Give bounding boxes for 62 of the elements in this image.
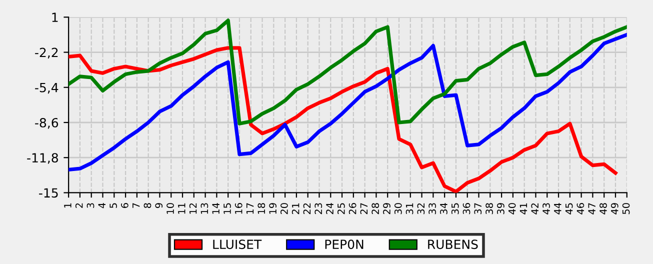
x-tick-label: 20 xyxy=(280,203,288,214)
x-tick-label: 18 xyxy=(258,203,266,214)
x-tick-label: 13 xyxy=(200,203,208,214)
x-tick-label: 33 xyxy=(428,203,436,214)
y-tick-label: -15 xyxy=(39,188,58,198)
x-tick-label: 15 xyxy=(224,203,231,214)
x-tick-label: 37 xyxy=(474,203,482,214)
x-tick-label: 26 xyxy=(348,203,356,214)
x-tick-label: 38 xyxy=(486,203,493,214)
x-tick-label: 43 xyxy=(542,203,550,214)
x-tick-label: 6 xyxy=(121,203,128,208)
y-tick-label: -11,8 xyxy=(27,153,58,164)
x-tick-label: 24 xyxy=(326,202,334,214)
x-tick-label: 7 xyxy=(132,203,140,208)
x-tick-label: 46 xyxy=(576,203,584,214)
x-tick-label: 50 xyxy=(622,203,630,214)
y-tick-label: -8,6 xyxy=(35,118,58,129)
x-tick-label: 3 xyxy=(86,203,94,208)
x-tick-label: 48 xyxy=(600,203,607,214)
x-tick-label: 45 xyxy=(566,203,573,214)
line-series xyxy=(68,18,627,126)
x-tick-label: 34 xyxy=(440,202,448,214)
x-tick-label: 1 xyxy=(64,203,72,208)
x-tick-label: 27 xyxy=(360,203,368,214)
x-tick-label: 40 xyxy=(508,203,516,214)
x-tick-label: 9 xyxy=(155,203,163,208)
x-tick-label: 14 xyxy=(212,202,220,214)
legend-label: PEP0N xyxy=(325,240,364,250)
x-tick-label: 42 xyxy=(531,203,538,214)
x-tick-label: 47 xyxy=(588,203,596,214)
x-tick-label: 22 xyxy=(303,203,311,214)
legend-label: LLUISET xyxy=(213,240,262,250)
x-tick-label: 41 xyxy=(520,203,528,214)
x-tick-label: 35 xyxy=(451,203,459,214)
x-tick-label: 31 xyxy=(406,203,414,214)
x-tick-label: 44 xyxy=(554,202,562,214)
x-tick-label: 25 xyxy=(337,203,345,214)
x-tick-label: 5 xyxy=(110,203,117,208)
x-tick-label: 36 xyxy=(462,203,470,214)
x-tick-label: 10 xyxy=(166,203,174,214)
x-tick-label: 17 xyxy=(246,203,254,214)
x-tick-label: 23 xyxy=(314,203,322,214)
line-series xyxy=(68,46,618,193)
legend-label: RUBENS xyxy=(428,240,478,250)
x-tick-label: 16 xyxy=(234,203,242,214)
x-tick-label: 32 xyxy=(417,203,425,214)
x-tick-label: 11 xyxy=(178,203,186,214)
y-tick-label: -2,2 xyxy=(35,48,58,58)
y-tick-label: 1 xyxy=(52,12,58,22)
x-tick-label: 39 xyxy=(497,203,504,214)
x-tick-label: 8 xyxy=(144,203,152,208)
x-tick-label: 19 xyxy=(269,203,276,214)
y-tick-label: -5,4 xyxy=(35,83,58,94)
x-tick-label: 12 xyxy=(189,203,197,214)
x-tick-label: 49 xyxy=(610,203,618,214)
x-tick-label: 2 xyxy=(75,203,83,208)
line-series xyxy=(68,32,627,172)
x-tick-label: 29 xyxy=(383,203,390,214)
x-tick-label: 4 xyxy=(98,202,106,208)
x-tick-label: 28 xyxy=(372,203,380,214)
x-tick-label: 21 xyxy=(292,203,300,214)
x-tick-label: 30 xyxy=(394,203,402,214)
